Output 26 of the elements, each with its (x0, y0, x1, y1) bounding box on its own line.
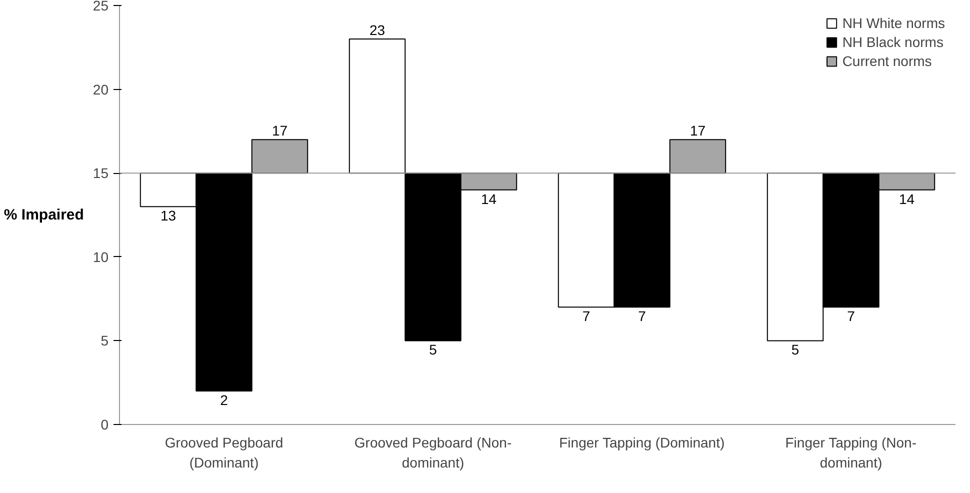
data-label: 5 (429, 342, 438, 358)
data-label: 7 (847, 308, 856, 324)
y-tick-label: 15 (92, 165, 109, 182)
data-label: 17 (272, 122, 288, 139)
data-label: 7 (582, 308, 590, 324)
data-label: 14 (480, 190, 497, 207)
y-tick-label: 0 (100, 416, 109, 432)
y-tick-label: 20 (92, 81, 109, 98)
data-label: 2 (220, 392, 228, 408)
x-tick-label: Grooved Pegboard (Non- dominant) (354, 434, 512, 470)
data-label: 17 (690, 122, 706, 139)
y-tick-label: 10 (92, 248, 109, 265)
y-axis-title: % Impaired (4, 206, 84, 224)
legend-label: NH Black norms (842, 34, 944, 50)
x-tick-label: Finger Tapping (Non- dominant) (785, 434, 917, 470)
y-tick-label: 5 (100, 332, 109, 349)
y-tick-label: 25 (92, 0, 109, 14)
data-label: 7 (638, 308, 646, 324)
data-label: 14 (898, 190, 915, 207)
data-label: 5 (791, 342, 800, 358)
legend-label: NH White norms (842, 15, 945, 31)
x-tick-label: Finger Tapping (Dominant) (559, 434, 725, 450)
data-label: 23 (369, 22, 386, 38)
legend-label: Current norms (842, 53, 932, 69)
data-label: 13 (160, 208, 176, 224)
x-tick-label: Grooved Pegboard (Dominant) (164, 434, 284, 470)
